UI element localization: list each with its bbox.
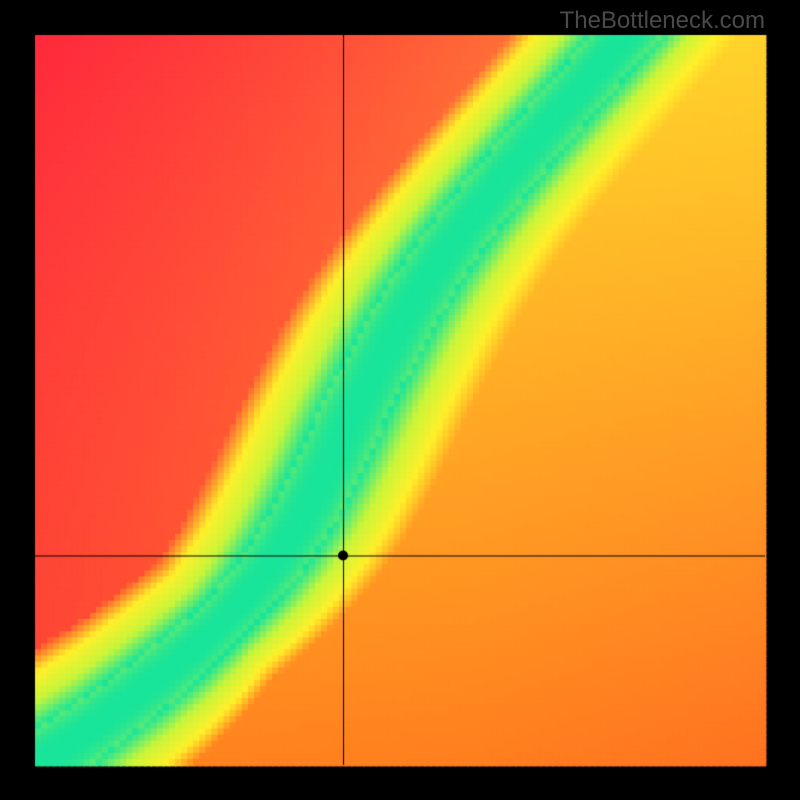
chart-container: TheBottleneck.com bbox=[0, 0, 800, 800]
watermark-text: TheBottleneck.com bbox=[560, 7, 765, 35]
bottleneck-heatmap bbox=[0, 0, 800, 800]
